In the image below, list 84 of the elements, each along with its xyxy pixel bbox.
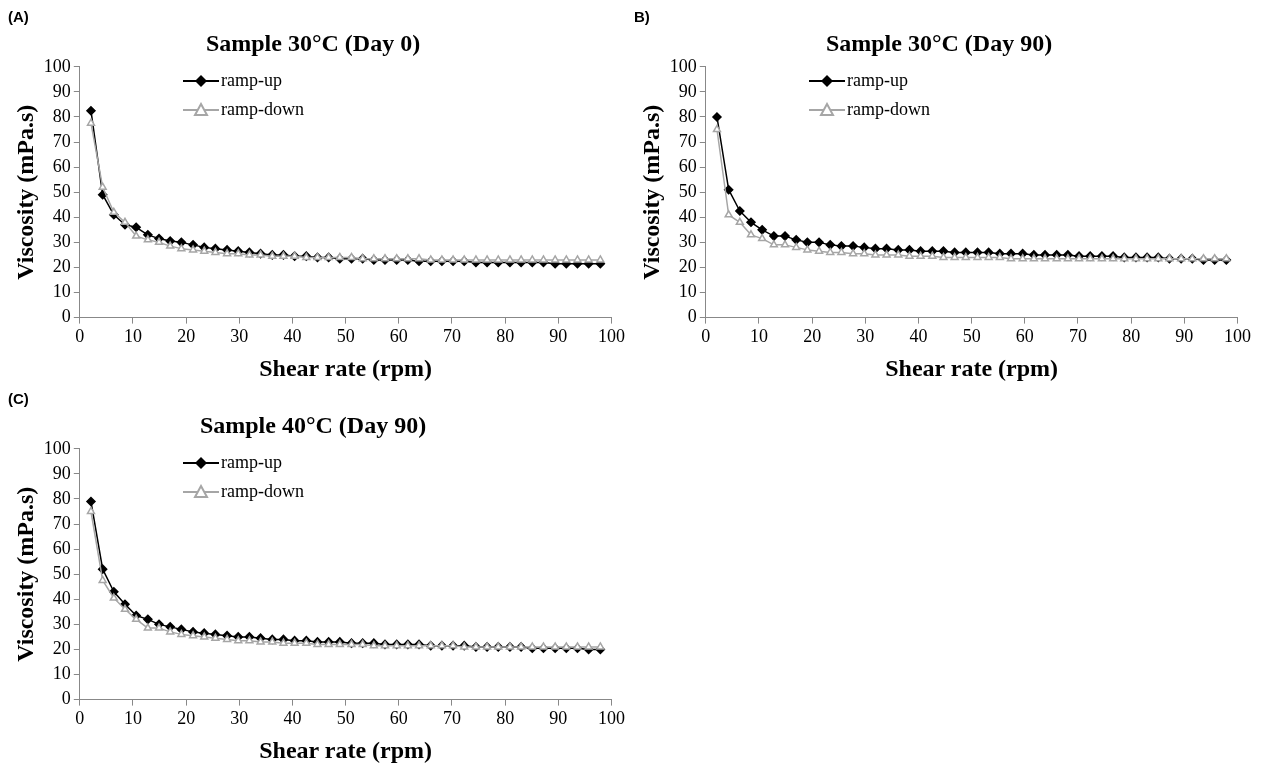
x-tick-label: 30 [230,708,249,729]
chart-title: Sample 30°C (Day 90) [825,29,1053,56]
y-axis-title: Viscosity (mPa.s) [11,104,38,280]
x-tick-label: 100 [598,326,625,347]
text: (C) [8,390,29,407]
x-tick-label: 40 [283,708,302,729]
y-tick-label: 20 [52,638,71,659]
x-tick-label: 70 [1068,326,1087,347]
legend-label: ramp-up [221,70,282,91]
x-tick-label: 10 [123,326,142,347]
y-tick-label: 70 [52,130,71,151]
x-tick-label: 70 [442,326,461,347]
x-tick-label: 90 [1175,326,1194,347]
y-tick-label: 0 [61,688,71,709]
x-tick-label: 70 [442,708,461,729]
x-tick-label: 20 [177,326,196,347]
legend-label: ramp-down [847,99,930,120]
x-axis-title: Shear rate (rpm) [885,354,1059,381]
y-tick-label: 80 [678,105,697,126]
y-tick-label: 30 [52,231,71,252]
chart-title: Sample 40°C (Day 90) [199,411,427,438]
y-tick-label: 60 [52,537,71,558]
y-tick-label: 80 [52,105,71,126]
x-tick-label: 0 [75,708,85,729]
y-tick-label: 70 [52,512,71,533]
y-axis-title: Viscosity (mPa.s) [11,486,38,662]
x-tick-label: 80 [496,326,515,347]
x-tick-label: 50 [336,708,355,729]
x-tick-label: 40 [909,326,928,347]
y-tick-label: 90 [52,80,71,101]
y-tick-label: 60 [52,155,71,176]
y-tick-label: 10 [52,663,71,684]
y-tick-label: 80 [52,487,71,508]
text: B) [634,8,650,25]
x-tick-label: 80 [496,708,515,729]
y-tick-label: 20 [678,256,697,277]
text: (A) [8,8,29,25]
y-tick-label: 60 [678,155,697,176]
x-axis-title: Shear rate (rpm) [259,736,433,763]
y-tick-label: 90 [678,80,697,101]
legend-label: ramp-up [847,70,908,91]
x-tick-label: 0 [75,326,85,347]
x-tick-label: 90 [549,708,568,729]
y-tick-label: 50 [678,180,697,201]
x-tick-label: 90 [549,326,568,347]
chart-title: Sample 30°C (Day 0) [205,29,421,56]
x-tick-label: 60 [1015,326,1034,347]
y-tick-label: 40 [678,206,697,227]
y-tick-label: 100 [669,55,697,76]
x-tick-label: 30 [856,326,875,347]
x-tick-label: 10 [749,326,768,347]
x-tick-label: 100 [598,708,625,729]
y-tick-label: 50 [52,180,71,201]
y-tick-label: 70 [678,130,697,151]
legend-label: ramp-up [221,452,282,473]
y-tick-label: 40 [52,206,71,227]
x-tick-label: 0 [701,326,711,347]
x-tick-label: 100 [1224,326,1251,347]
x-tick-label: 50 [336,326,355,347]
y-tick-label: 30 [52,613,71,634]
y-tick-label: 0 [61,306,71,327]
y-axis-title: Viscosity (mPa.s) [637,104,664,280]
x-tick-label: 60 [389,708,408,729]
y-tick-label: 100 [43,437,71,458]
x-tick-label: 40 [283,326,302,347]
y-tick-label: 20 [52,256,71,277]
y-tick-label: 40 [52,588,71,609]
x-tick-label: 10 [123,708,142,729]
x-tick-label: 20 [803,326,822,347]
x-tick-label: 50 [962,326,981,347]
x-tick-label: 30 [230,326,249,347]
y-tick-label: 10 [678,281,697,302]
y-tick-label: 90 [52,462,71,483]
x-tick-label: 80 [1122,326,1141,347]
x-tick-label: 20 [177,708,196,729]
y-tick-label: 0 [687,306,697,327]
x-axis-title: Shear rate (rpm) [259,354,433,381]
y-tick-label: 100 [43,55,71,76]
x-tick-label: 60 [389,326,408,347]
legend-label: ramp-down [221,481,304,502]
y-tick-label: 10 [52,281,71,302]
y-tick-label: 30 [678,231,697,252]
legend-label: ramp-down [221,99,304,120]
y-tick-label: 50 [52,562,71,583]
